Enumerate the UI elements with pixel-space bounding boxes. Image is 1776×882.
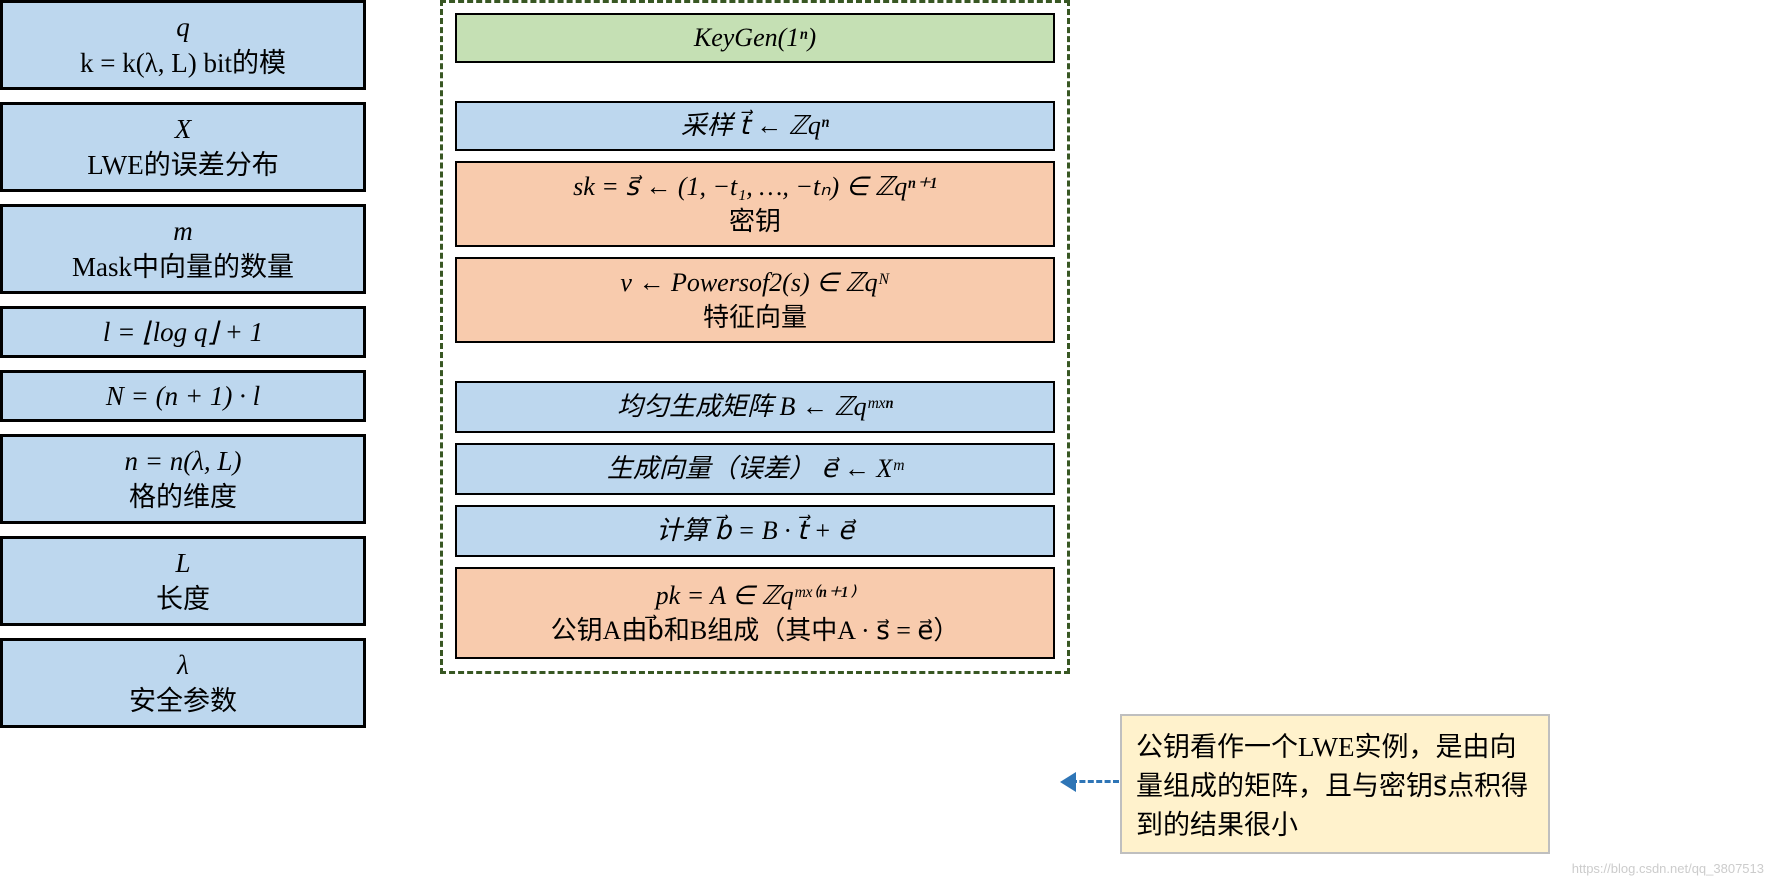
v-box: v ← Powersof2(s) ∈ ℤqᴺ 特征向量 [455, 257, 1055, 343]
param-q-desc: k = k(λ, L) bit的模 [80, 45, 286, 81]
param-box-l-cap: L 长度 [0, 536, 366, 626]
keygen-column: KeyGen(1ⁿ) 采样 t⃗ ← ℤqⁿ sk = s⃗ ← (1, −t₁… [440, 0, 1070, 674]
compute-b-text: 计算 b⃗ = B · t⃗ + e⃗ [656, 513, 854, 548]
watermark-text: https://blog.csdn.net/qq_3807513 [1572, 861, 1764, 876]
param-box-l: l = ⌊log q⌋ + 1 [0, 306, 366, 358]
param-box-m: m Mask中向量的数量 [0, 204, 366, 294]
param-l-cap-symbol: L [175, 545, 190, 581]
sk-label: 密钥 [729, 204, 781, 239]
param-x-desc: LWE的误差分布 [87, 147, 278, 183]
sk-box: sk = s⃗ ← (1, −t₁, …, −tₙ) ∈ ℤqⁿ⁺¹ 密钥 [455, 161, 1055, 247]
param-q-symbol: q [176, 9, 190, 45]
param-box-n-cap: N = (n + 1) · l [0, 370, 366, 422]
sk-formula: sk = s⃗ ← (1, −t₁, …, −tₙ) ∈ ℤqⁿ⁺¹ [573, 169, 937, 204]
param-box-lambda: λ 安全参数 [0, 638, 366, 728]
keygen-title: KeyGen(1ⁿ) [694, 20, 816, 55]
compute-b-box: 计算 b⃗ = B · t⃗ + e⃗ [455, 505, 1055, 557]
error-e-box: 生成向量（误差） e⃗ ← Xᵐ [455, 443, 1055, 495]
parameters-column: q k = k(λ, L) bit的模 X LWE的误差分布 m Mask中向量… [0, 0, 366, 728]
param-box-q: q k = k(λ, L) bit的模 [0, 0, 366, 90]
param-lambda-desc: 安全参数 [129, 683, 237, 719]
keygen-title-box: KeyGen(1ⁿ) [455, 13, 1055, 63]
param-m-symbol: m [173, 213, 193, 249]
param-box-x: X LWE的误差分布 [0, 102, 366, 192]
param-n-cap-formula: N = (n + 1) · l [106, 378, 260, 414]
param-l-formula: l = ⌊log q⌋ + 1 [103, 314, 263, 350]
matrix-b-text: 均匀生成矩阵 B ← ℤqᵐˣⁿ [617, 389, 893, 424]
note-arrow-head [1060, 772, 1076, 792]
pk-label: 公钥A由b⃗和B组成（其中A · s⃗ = e⃗） [551, 613, 960, 648]
param-x-symbol: X [175, 111, 192, 147]
sample-t-text: 采样 t⃗ ← ℤqⁿ [681, 108, 829, 143]
pk-formula: pk = A ∈ ℤqᵐˣ⁽ⁿ⁺¹⁾ [656, 578, 855, 613]
v-label: 特征向量 [703, 300, 807, 335]
v-formula: v ← Powersof2(s) ∈ ℤqᴺ [620, 265, 889, 300]
gap-1 [455, 73, 1055, 101]
gap-2 [455, 353, 1055, 381]
pk-box: pk = A ∈ ℤqᵐˣ⁽ⁿ⁺¹⁾ 公钥A由b⃗和B组成（其中A · s⃗ =… [455, 567, 1055, 659]
param-n-desc: 格的维度 [129, 479, 237, 515]
sample-t-box: 采样 t⃗ ← ℤqⁿ [455, 101, 1055, 151]
error-e-text: 生成向量（误差） e⃗ ← Xᵐ [607, 451, 903, 486]
note-arrow-line [1071, 780, 1119, 783]
param-box-n: n = n(λ, L) 格的维度 [0, 434, 366, 524]
param-m-desc: Mask中向量的数量 [72, 249, 294, 285]
param-l-cap-desc: 长度 [156, 581, 210, 617]
param-n-symbol: n = n(λ, L) [125, 443, 242, 479]
pk-note-text: 公钥看作一个LWE实例，是由向量组成的矩阵，且与密钥s⃗点积得到的结果很小 [1136, 732, 1528, 840]
pk-note-box: 公钥看作一个LWE实例，是由向量组成的矩阵，且与密钥s⃗点积得到的结果很小 [1120, 714, 1550, 854]
matrix-b-box: 均匀生成矩阵 B ← ℤqᵐˣⁿ [455, 381, 1055, 433]
param-lambda-symbol: λ [177, 647, 189, 683]
